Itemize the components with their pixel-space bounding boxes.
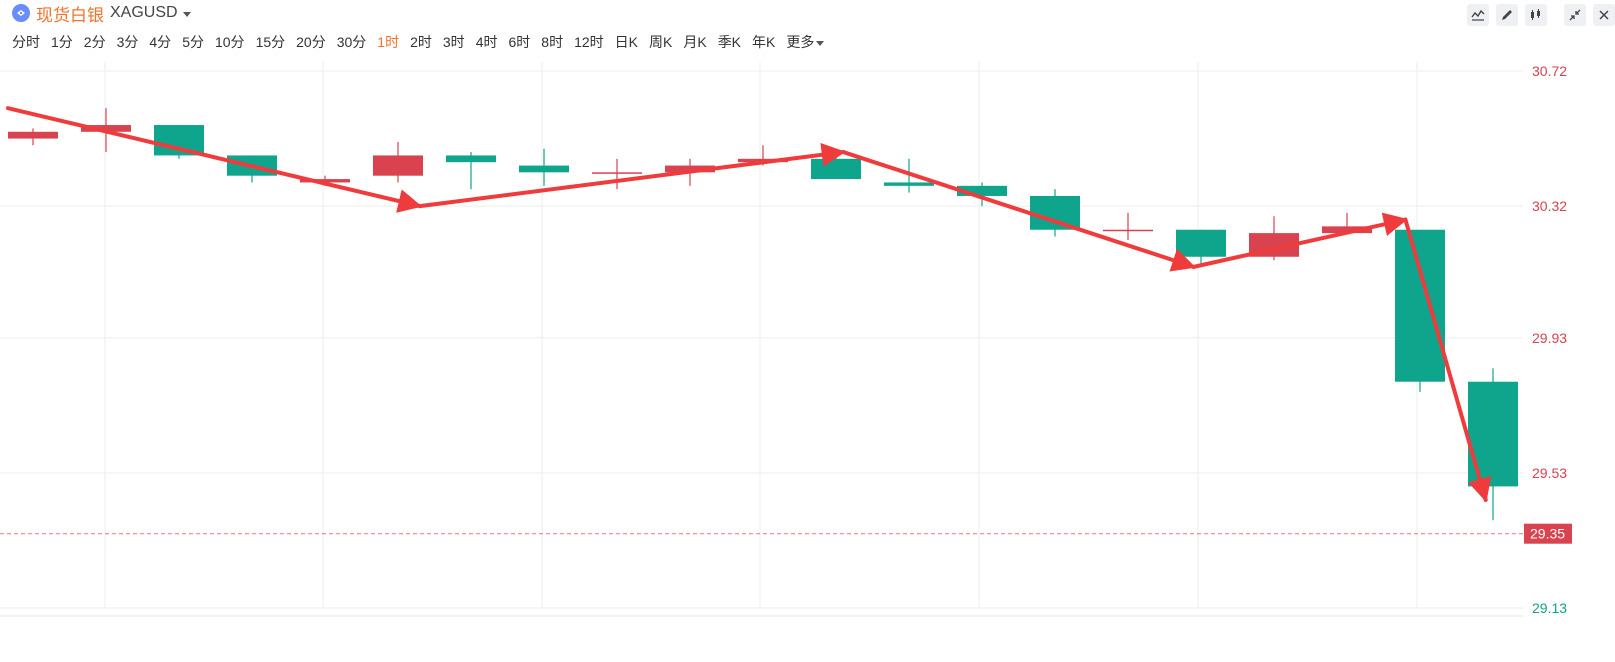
candle-body [373,155,423,176]
y-tick-label: 29.53 [1532,465,1567,481]
candle-body [592,172,642,174]
candle-body [1103,229,1153,232]
more-periods-button[interactable]: 更多 [786,32,825,52]
close-icon[interactable] [1593,4,1615,26]
period-tab[interactable]: 12时 [574,34,604,50]
period-tab[interactable]: 4时 [475,34,498,50]
chevron-down-icon [182,12,191,17]
period-tab[interactable]: 30分 [336,34,367,50]
chart-toolbar [1460,4,1615,28]
candle-body [81,125,131,132]
period-tab[interactable]: 3分 [116,34,139,50]
y-tick-label: 29.13 [1532,600,1567,616]
trend-arrow [6,106,423,213]
trend-arrow [1403,217,1492,503]
last-price-label: 29.35 [1530,526,1565,542]
candle-body [957,185,1007,196]
y-tick-label: 30.32 [1532,198,1567,214]
candle-body [8,131,58,139]
silver-coin-icon [12,4,30,22]
period-tab[interactable]: 1分 [51,34,73,50]
symbol-selector[interactable]: 现货白银 XAGUSD [12,2,191,25]
y-tick-label: 30.72 [1532,63,1567,79]
period-tab[interactable]: 2时 [410,34,432,50]
period-tab[interactable]: 月K [683,34,707,50]
period-tab[interactable]: 10分 [214,34,245,50]
period-tab[interactable]: 8时 [541,34,564,50]
trend-arrow [417,142,846,209]
candle-body [519,165,569,173]
period-tab[interactable]: 2分 [83,34,106,50]
symbol-code: XAGUSD [110,4,178,21]
chart-canvas: 30.72 30.32 29.93 29.53 29.13 29.35 [0,62,1572,617]
candle-body [446,155,496,163]
candle-body [1395,229,1445,382]
symbol-name: 现货白银 [36,5,104,25]
period-tab[interactable]: 20分 [296,34,326,50]
last-price-badge [1524,523,1572,544]
candlestick-icon[interactable] [1525,4,1547,26]
chevron-down-icon [816,40,825,46]
period-tab[interactable]: 季K [717,34,742,50]
trend-arrow [1191,212,1408,269]
chart-header: 现货白银 XAGUSD 分时 1分 2分 3分 4分 5分 10分 15分 20分 30分 1时 2时… [0,0,1615,62]
candle-body [154,125,204,156]
collapse-icon[interactable] [1564,4,1586,26]
period-tab[interactable]: 日K [614,34,638,50]
line-chart-icon[interactable] [1467,4,1489,26]
period-tab[interactable]: 5分 [182,34,204,50]
period-tab[interactable]: 3时 [442,34,465,50]
candle-body [665,165,715,173]
candle-body [300,179,350,183]
candle-body [1030,195,1080,230]
candle-body [811,158,861,180]
y-tick-label: 29.93 [1532,330,1567,346]
candle-body [884,182,934,186]
period-tab[interactable]: 4分 [149,34,172,50]
draw-pen-icon[interactable] [1496,4,1518,26]
period-tab[interactable]: 周K [649,34,673,50]
more-label: 更多 [786,34,815,50]
candle-body [1176,229,1226,257]
period-tab[interactable]: 分时 [12,34,40,50]
trend-arrow [841,150,1196,272]
candlestick-chart: 30.72 30.32 29.93 29.53 29.13 29.35 [0,62,1615,662]
period-tab[interactable]: 6时 [508,34,531,50]
period-tab[interactable]: 年K [752,34,776,50]
candle-body [1322,226,1372,234]
period-tabs: 分时 1分 2分 3分 4分 5分 10分 15分 20分 30分 1时 2时 3时 4时 6时 8时 12时日… [12,32,835,52]
period-tab[interactable]: 15分 [255,34,286,50]
period-tab[interactable]: 1时 [377,34,400,50]
